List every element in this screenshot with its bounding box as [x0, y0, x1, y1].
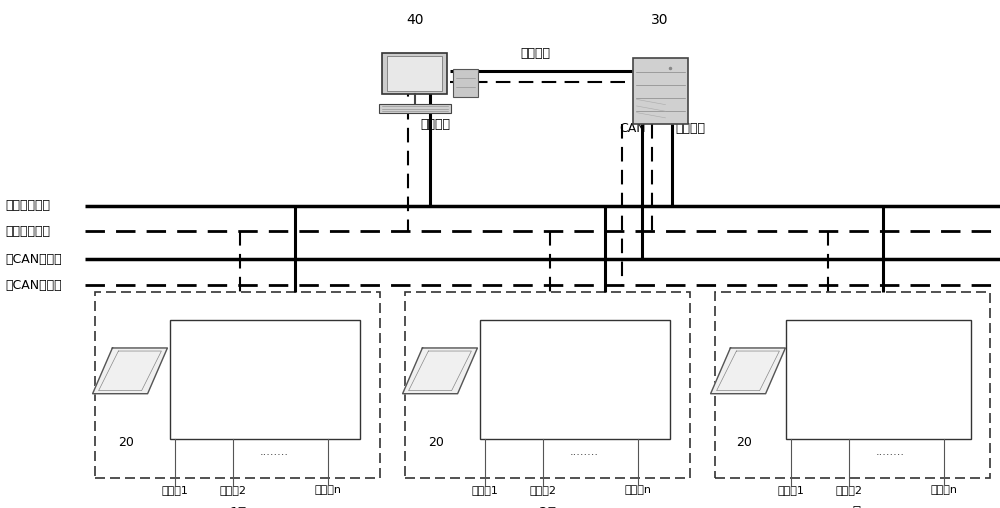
Bar — [715, 292, 990, 478]
Text: 30: 30 — [651, 13, 669, 27]
Text: n舱: n舱 — [844, 505, 862, 508]
Text: 传感器1: 传感器1 — [778, 485, 804, 495]
Text: CAN: CAN — [620, 121, 646, 135]
Polygon shape — [93, 348, 167, 394]
Text: 主以太网络线: 主以太网络线 — [5, 199, 50, 212]
Text: 10: 10 — [869, 371, 887, 386]
Polygon shape — [403, 348, 477, 394]
Text: 传感器2: 传感器2 — [220, 485, 246, 495]
Text: 传感器n: 传感器n — [624, 485, 652, 495]
Text: 以太网络: 以太网络 — [520, 47, 550, 60]
Bar — [405, 292, 690, 478]
Text: 20: 20 — [118, 436, 134, 450]
Polygon shape — [711, 348, 785, 394]
Bar — [95, 292, 380, 478]
Text: 2舱: 2舱 — [539, 505, 557, 508]
Text: ........: ........ — [876, 447, 904, 457]
Text: ........: ........ — [260, 447, 288, 457]
Text: 1舱: 1舱 — [229, 505, 247, 508]
Text: 传感器2: 传感器2 — [836, 485, 862, 495]
Text: 主CAN通讯线: 主CAN通讯线 — [5, 252, 62, 266]
Text: 从以太网络线: 从以太网络线 — [5, 225, 50, 238]
Text: 传感器n: 传感器n — [314, 485, 342, 495]
Text: 20: 20 — [736, 436, 752, 450]
Bar — [633, 58, 688, 124]
Bar — [382, 53, 447, 94]
Text: 传感器1: 传感器1 — [162, 485, 188, 495]
Text: 传感器n: 传感器n — [930, 485, 958, 495]
Bar — [786, 320, 971, 439]
Text: ........: ........ — [570, 447, 598, 457]
Bar — [170, 320, 360, 439]
Text: 从CAN通讯线: 从CAN通讯线 — [5, 279, 62, 292]
Bar — [480, 320, 670, 439]
Text: 以太网络: 以太网络 — [420, 118, 450, 131]
Bar — [452, 69, 478, 97]
Text: 以太网络: 以太网络 — [675, 121, 705, 135]
Text: 40: 40 — [406, 13, 424, 27]
Text: 10: 10 — [566, 371, 584, 386]
Text: 20: 20 — [428, 436, 444, 450]
Text: 10: 10 — [256, 371, 274, 386]
Text: 传感器1: 传感器1 — [472, 485, 498, 495]
Bar — [379, 104, 451, 113]
Bar — [387, 56, 442, 91]
Text: 传感器2: 传感器2 — [530, 485, 556, 495]
